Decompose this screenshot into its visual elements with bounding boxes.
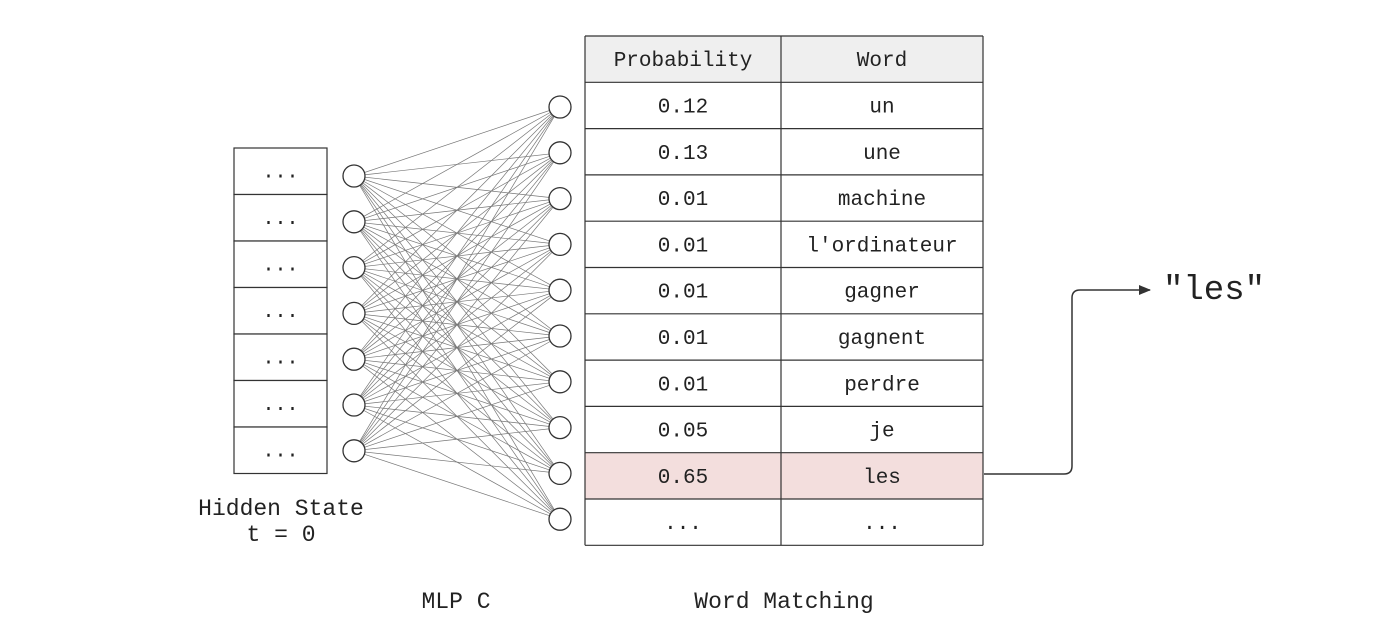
hidden-state-cell <box>233 193 328 242</box>
table-cell-word: perdre <box>844 374 920 397</box>
word-matching-label: Word Matching <box>694 589 873 615</box>
mlp-output-node <box>548 232 572 257</box>
table-cell-word: gagner <box>844 282 920 305</box>
mlp-output-node <box>548 507 572 531</box>
table-cell-probability: 0.01 <box>658 189 708 212</box>
mlp-output-node <box>548 370 572 394</box>
mlp-output-node <box>548 415 572 440</box>
word-matching-table: Probability Word 0.12 un 0.13 une 0.01 machine 0… <box>584 35 984 546</box>
hidden-state-cell-value: ... <box>262 161 298 184</box>
mlp-input-node <box>342 439 366 463</box>
hidden-state-cell <box>233 379 328 428</box>
mlp-edge <box>353 335 561 452</box>
mlp-output-node <box>548 186 572 211</box>
hidden-state-cell <box>233 147 328 196</box>
mlp-input-node <box>342 210 366 234</box>
table-cell-word: machine <box>838 189 926 212</box>
table-cell-probability: 0.01 <box>658 282 708 305</box>
mlp-edge <box>353 450 561 474</box>
hidden-state-cell-value: ... <box>262 208 298 231</box>
mlp-label: MLP C <box>421 589 490 615</box>
mlp-edge <box>353 152 561 451</box>
hidden-state-cell <box>233 286 328 335</box>
mlp-network <box>342 95 572 531</box>
table-cell-probability: 0.01 <box>658 328 708 351</box>
mlp-output-node <box>548 324 572 348</box>
table-cell-probability: 0.05 <box>658 421 708 444</box>
table-cell-word: l'ordinateur <box>806 235 957 258</box>
mlp-edge <box>353 106 561 223</box>
output-word: "les" <box>1163 272 1265 310</box>
table-header-row <box>585 36 983 83</box>
mlp-input-node <box>342 301 366 326</box>
time-step-label: t = 0 <box>246 522 315 548</box>
mlp-edge <box>353 450 561 520</box>
mlp-input-node <box>342 255 366 280</box>
table-cell-probability: 0.01 <box>658 235 708 258</box>
table-header-word: Word <box>857 50 907 73</box>
table-cell-word: gagnent <box>838 328 926 351</box>
mlp-edge <box>353 106 561 451</box>
mlp-edge <box>353 106 561 360</box>
table-cell-word: ... <box>863 513 901 536</box>
mlp-output-node <box>548 95 572 119</box>
hidden-state-label: Hidden State <box>198 496 364 522</box>
mlp-edge <box>353 106 561 314</box>
table-cell-probability: 0.01 <box>658 374 708 397</box>
mlp-edge <box>353 198 561 452</box>
table-cell-probability: ... <box>664 513 702 536</box>
table-cell-probability: 0.65 <box>658 467 708 490</box>
hidden-state-cell-value: ... <box>262 440 298 463</box>
mlp-output-node <box>548 278 572 302</box>
table-cell-word: les <box>863 467 901 490</box>
hidden-state-cell <box>233 426 328 475</box>
table-row-highlighted <box>585 452 983 499</box>
mlp-edge <box>353 106 561 177</box>
mlp-edge <box>353 244 561 452</box>
mlp-edge <box>353 289 561 452</box>
table-cell-word: une <box>863 143 901 166</box>
hidden-state-cell-value: ... <box>262 254 298 277</box>
hidden-state-cell-value: ... <box>262 394 298 417</box>
hidden-state-cell-value: ... <box>262 347 298 370</box>
mlp-output-node <box>548 141 572 165</box>
hidden-state-cell-value: ... <box>262 301 298 324</box>
mlp-input-node <box>342 164 366 188</box>
mlp-edge <box>353 106 561 406</box>
mlp-output-node <box>548 461 572 486</box>
mlp-edge <box>353 427 561 452</box>
table-cell-word: je <box>869 421 894 444</box>
hidden-state-vector: ..................... <box>233 147 328 475</box>
table-cell-word: un <box>869 96 894 119</box>
mlp-edge <box>353 106 561 268</box>
table-cell-probability: 0.13 <box>658 143 708 166</box>
hidden-state-cell <box>233 240 328 289</box>
mlp-input-node <box>342 347 366 371</box>
table-cell-probability: 0.12 <box>658 96 708 119</box>
mlp-edge <box>353 381 561 452</box>
mlp-input-node <box>342 393 366 417</box>
output-arrow <box>984 285 1151 475</box>
mlp-connections <box>353 106 561 520</box>
table-header-probability: Probability <box>614 50 753 73</box>
